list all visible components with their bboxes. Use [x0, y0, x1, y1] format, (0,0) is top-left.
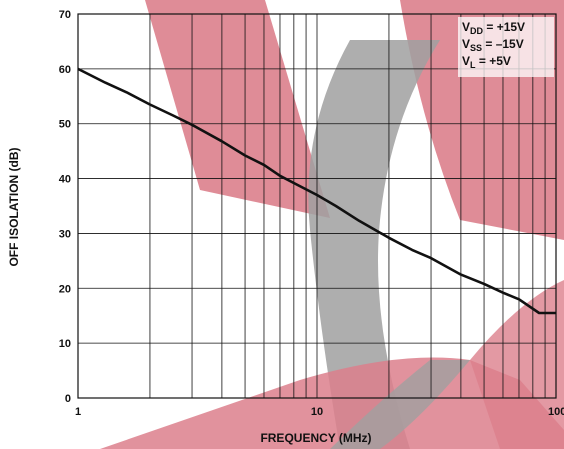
watermark-red-band — [145, 0, 330, 218]
tick-labels: 0 10 20 30 40 50 60 70 1 10 100 — [59, 9, 564, 418]
y-tick-label: 10 — [59, 338, 71, 350]
plot-frame — [77, 13, 557, 399]
y-tick-label: 60 — [59, 64, 71, 76]
condition-text: VL = +5V — [462, 54, 511, 70]
x-axis-label: FREQUENCY (MHz) — [260, 431, 371, 445]
watermark-gray-lower — [330, 360, 470, 449]
plot-border — [77, 13, 557, 399]
conditions-background — [458, 17, 554, 77]
y-tick-label: 50 — [59, 119, 71, 131]
watermark-red-right — [470, 280, 564, 449]
x-tick-label: 10 — [311, 406, 323, 418]
watermark-logo — [100, 0, 564, 449]
y-axis-label: OFF ISOLATION (dB) — [7, 147, 21, 266]
condition-text: VDD = +15V — [462, 20, 525, 36]
y-tick-label: 20 — [59, 283, 71, 295]
y-tick-label: 30 — [59, 228, 71, 240]
watermark-gray-arc — [308, 40, 440, 449]
y-tick-label: 40 — [59, 174, 71, 186]
x-tick-label: 1 — [75, 406, 81, 418]
isolation-curve — [77, 67, 556, 315]
series-layer — [77, 67, 556, 315]
y-tick-label: 0 — [65, 393, 71, 405]
condition-text: VSS = –15V — [462, 37, 524, 53]
grid-lines — [78, 14, 556, 398]
x-tick-label: 100 — [548, 406, 564, 418]
y-tick-label: 70 — [59, 9, 71, 21]
